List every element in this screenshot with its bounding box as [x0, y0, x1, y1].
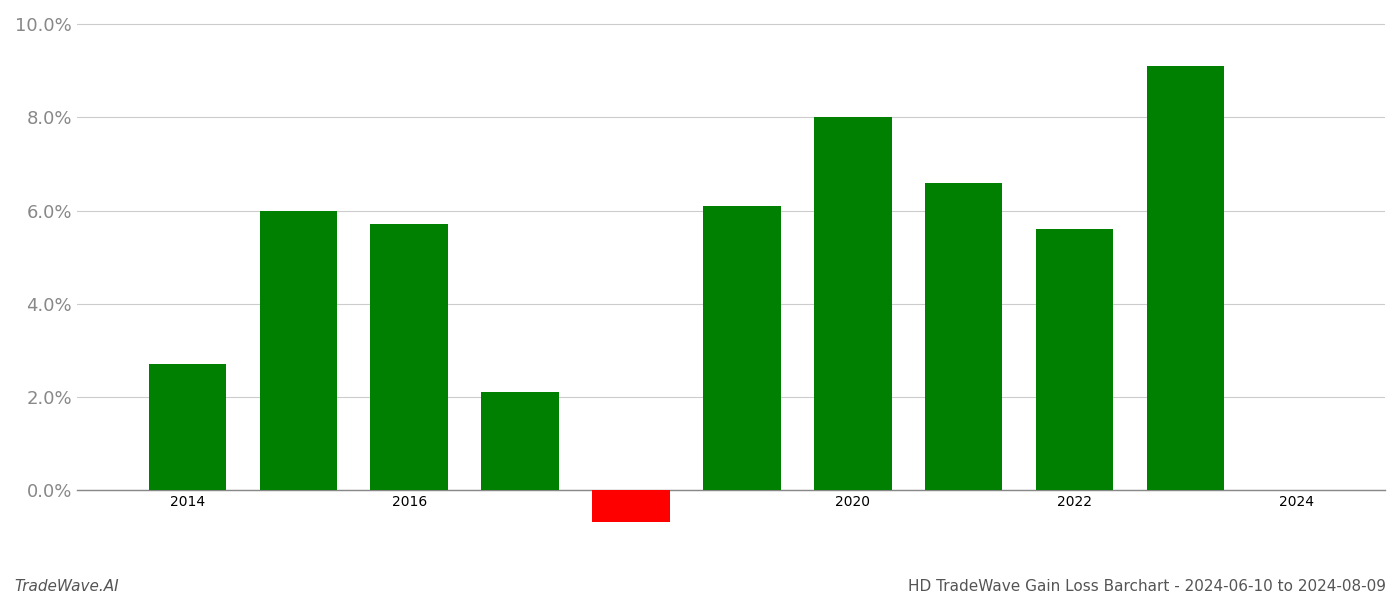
Bar: [703, 206, 781, 490]
Bar: [371, 224, 448, 490]
Text: TradeWave.AI: TradeWave.AI: [14, 579, 119, 594]
Bar: [813, 118, 892, 490]
Bar: [592, 490, 669, 523]
Bar: [1036, 229, 1113, 490]
Bar: [482, 392, 559, 490]
Bar: [148, 364, 227, 490]
Bar: [925, 182, 1002, 490]
Bar: [1147, 66, 1224, 490]
Bar: [259, 211, 337, 490]
Text: HD TradeWave Gain Loss Barchart - 2024-06-10 to 2024-08-09: HD TradeWave Gain Loss Barchart - 2024-0…: [909, 579, 1386, 594]
